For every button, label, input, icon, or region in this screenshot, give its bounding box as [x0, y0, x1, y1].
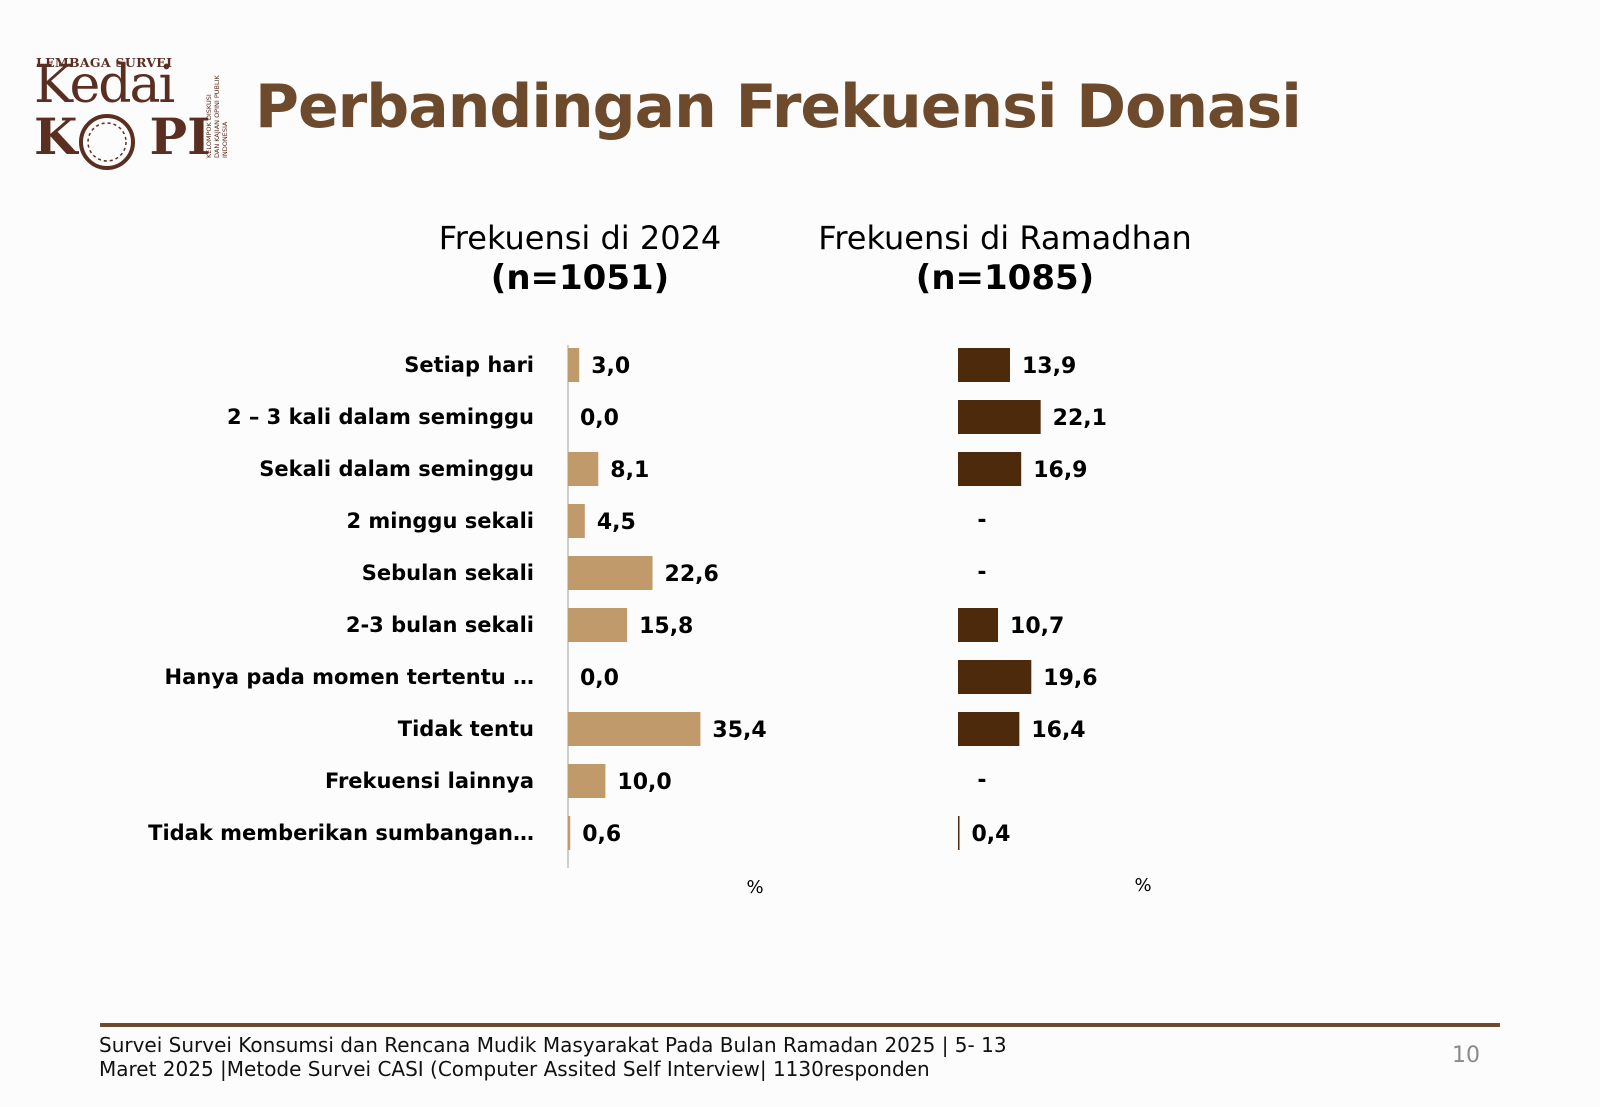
data-label: -: [977, 508, 986, 533]
category-label: Tidak tentu: [398, 717, 534, 741]
footer-line-2: Maret 2025 |Metode Survei CASI (Computer…: [99, 1057, 930, 1081]
page-number: 10: [1452, 1043, 1480, 1068]
footer-line-1: Survei Survei Konsumsi dan Rencana Mudik…: [99, 1033, 1007, 1057]
bar: [568, 764, 606, 798]
bar: [958, 816, 960, 850]
category-label: Sekali dalam seminggu: [259, 457, 534, 481]
category-label: Setiap hari: [404, 353, 534, 377]
data-label: 10,7: [1010, 614, 1064, 639]
bar: [568, 816, 571, 850]
bar: [568, 452, 599, 486]
left-chart-header: Frekuensi di 2024 (n=1051): [430, 218, 730, 298]
unit-label: %: [1134, 875, 1151, 896]
category-label: Sebulan sekali: [362, 561, 534, 585]
logo-word-kopi: KPI: [34, 107, 211, 166]
data-label: 4,5: [597, 510, 636, 535]
category-label: Hanya pada momen tertentu …: [165, 665, 534, 689]
data-label: 22,1: [1053, 406, 1107, 431]
bar: [568, 348, 580, 382]
footer-divider: [100, 1023, 1500, 1027]
category-label: 2 – 3 kali dalam seminggu: [227, 405, 534, 429]
data-label: 8,1: [610, 458, 649, 483]
category-label: 2 minggu sekali: [346, 509, 534, 533]
data-label: -: [977, 768, 986, 793]
data-label: 0,0: [580, 406, 619, 431]
bar: [568, 608, 628, 642]
data-label: 3,0: [591, 354, 630, 379]
logo-word-kedai: Kedai: [34, 55, 175, 115]
data-label: 0,6: [582, 822, 621, 847]
right-header-line2: (n=1085): [915, 258, 1095, 298]
bar: [958, 348, 1010, 382]
left-header-line1: Frekuensi di 2024: [438, 219, 722, 257]
right-chart-header: Frekuensi di Ramadhan (n=1085): [795, 218, 1215, 298]
right-header-line1: Frekuensi di Ramadhan: [818, 219, 1192, 257]
unit-label: %: [746, 877, 763, 898]
bar: [958, 608, 999, 642]
category-label: Frekuensi lainnya: [325, 769, 534, 793]
bar: [568, 504, 585, 538]
page-title: Perbandingan Frekuensi Donasi: [255, 72, 1302, 142]
logo-top-text: LEMBAGA SURVEI: [36, 55, 173, 70]
category-label: 2-3 bulan sekali: [346, 613, 534, 637]
bar: [958, 400, 1041, 434]
left-header-line2: (n=1051): [490, 258, 670, 298]
data-label: 0,0: [580, 666, 619, 691]
data-label: 22,6: [665, 562, 719, 587]
data-label: -: [977, 560, 986, 585]
data-label: 13,9: [1022, 354, 1076, 379]
bar: [568, 556, 653, 590]
coffee-cup-icon: [79, 114, 135, 170]
bar: [958, 712, 1020, 746]
footer-source: Survei Survei Konsumsi dan Rencana Mudik…: [99, 1033, 1079, 1081]
bar: [958, 660, 1032, 694]
data-label: 16,9: [1033, 458, 1087, 483]
data-label: 19,6: [1043, 666, 1097, 691]
data-label: 16,4: [1031, 718, 1085, 743]
bar: [568, 712, 701, 746]
data-label: 10,0: [617, 770, 671, 795]
bar: [958, 452, 1022, 486]
category-label: Tidak memberikan sumbangan…: [148, 821, 534, 845]
data-label: 35,4: [712, 718, 766, 743]
data-label: 0,4: [972, 822, 1011, 847]
data-label: 15,8: [639, 614, 693, 639]
kedai-kopi-logo: LEMBAGA SURVEI Kedai KPI: [34, 55, 234, 175]
